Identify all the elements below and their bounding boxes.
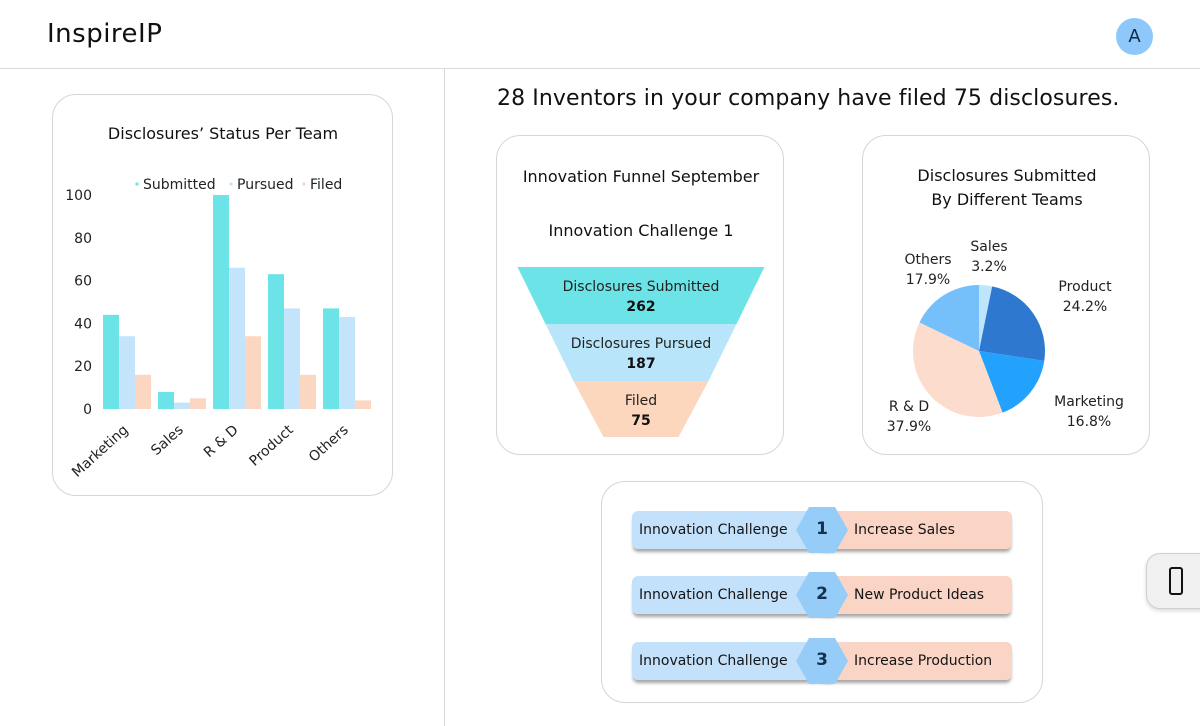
pie-slice-others xyxy=(919,285,979,351)
x-tick-label: Sales xyxy=(148,422,186,459)
bar-chart: Disclosures’ Status Per Team Submitted Pur… xyxy=(65,124,371,481)
pie-percent: 37.9% xyxy=(887,419,931,435)
challenge-number: 3 xyxy=(816,650,828,670)
bar-submitted xyxy=(268,274,284,409)
funnel-stage-3 xyxy=(573,381,709,437)
pie-slice-product xyxy=(979,286,1045,361)
vertical-divider xyxy=(444,69,445,726)
legend-label-pursued: Pursued xyxy=(237,177,294,193)
bar-submitted xyxy=(103,314,119,409)
pie-slice-r-d xyxy=(913,322,1003,418)
y-tick-label: 40 xyxy=(74,316,92,332)
challenge-row[interactable]: Innovation Challenge Increase Sales 1 xyxy=(632,507,1012,553)
pie-percent: 17.9% xyxy=(906,272,950,288)
bar-submitted xyxy=(213,195,229,409)
challenge-row[interactable]: Innovation Challenge Increase Production… xyxy=(632,638,1012,684)
funnel-title: Innovation Funnel September xyxy=(523,167,760,186)
bar-pursued xyxy=(174,402,190,409)
challenge-number: 1 xyxy=(816,519,828,539)
funnel-subtitle: Innovation Challenge 1 xyxy=(548,221,733,240)
y-tick-label: 100 xyxy=(65,188,92,204)
y-tick-label: 0 xyxy=(83,402,92,418)
x-tick-label: Marketing xyxy=(69,422,132,481)
page-headline: 28 Inventors in your company have filed … xyxy=(497,86,1120,111)
bar-pursued xyxy=(229,267,245,409)
pie-label: Sales xyxy=(970,239,1007,255)
pie-label: Marketing xyxy=(1054,394,1124,410)
challenge-right: New Product Ideas xyxy=(822,576,1012,614)
x-tick-label: Others xyxy=(306,422,352,465)
status-per-team-card: Disclosures’ Status Per Team Submitted Pur… xyxy=(52,94,393,496)
challenge-label: Innovation Challenge xyxy=(639,653,788,669)
pie-slice-sales xyxy=(979,285,993,351)
pie-label: R & D xyxy=(889,399,929,415)
pie-chart: Disclosures Submitted By Different Teams S… xyxy=(887,166,1124,435)
challenge-row[interactable]: Innovation Challenge New Product Ideas 2 xyxy=(632,572,1012,618)
bar-submitted xyxy=(158,391,174,409)
x-tick-label: R & D xyxy=(201,422,242,461)
bar-filed xyxy=(190,398,206,409)
pie-slice-marketing xyxy=(979,351,1045,413)
side-tab-button[interactable] xyxy=(1146,553,1200,609)
challenge-right: Increase Sales xyxy=(822,511,1012,549)
chart-title: Disclosures’ Status Per Team xyxy=(108,124,338,143)
innovation-funnel-card: Innovation Funnel September Innovation Ch… xyxy=(496,135,784,455)
user-avatar[interactable]: A xyxy=(1116,18,1153,55)
funnel-stage-label: Disclosures Submitted xyxy=(563,279,720,295)
phone-icon xyxy=(1169,567,1183,595)
challenge-goal: Increase Sales xyxy=(854,522,955,538)
pie-percent: 24.2% xyxy=(1063,299,1107,315)
legend-dot-filed xyxy=(302,182,306,186)
challenge-number-badge: 1 xyxy=(796,507,848,553)
funnel-stage-label: Disclosures Pursued xyxy=(571,336,712,352)
y-tick-label: 60 xyxy=(74,274,92,290)
funnel-stage-value: 187 xyxy=(626,356,655,372)
y-tick-label: 20 xyxy=(74,359,92,375)
challenge-number: 2 xyxy=(816,584,828,604)
legend-label-filed: Filed xyxy=(310,177,342,193)
bar-pursued xyxy=(284,308,300,409)
funnel-stage-1 xyxy=(517,267,765,324)
bar-filed xyxy=(135,374,151,409)
bar-pursued xyxy=(119,336,135,409)
funnel-chart: Innovation Funnel September Innovation Ch… xyxy=(517,167,765,437)
funnel-stage-value: 262 xyxy=(626,299,655,315)
challenge-right: Increase Production xyxy=(822,642,1012,680)
bar-filed xyxy=(300,374,316,409)
challenge-label: Innovation Challenge xyxy=(639,587,788,603)
pie-title: By Different Teams xyxy=(931,190,1082,209)
challenge-label: Innovation Challenge xyxy=(639,522,788,538)
challenge-number-badge: 2 xyxy=(796,572,848,618)
pie-percent: 16.8% xyxy=(1067,414,1111,430)
pie-percent: 3.2% xyxy=(971,259,1007,275)
legend-dot-pursued xyxy=(229,182,233,186)
teams-pie-card: Disclosures Submitted By Different Teams S… xyxy=(862,135,1150,455)
pie-label: Others xyxy=(904,252,951,268)
challenge-goal: Increase Production xyxy=(854,653,993,669)
y-tick-label: 80 xyxy=(74,231,92,247)
top-bar: InspireIP A xyxy=(0,0,1200,69)
bar-pursued xyxy=(339,316,355,409)
legend-label-submitted: Submitted xyxy=(143,177,216,193)
challenge-number-badge: 3 xyxy=(796,638,848,684)
bar-filed xyxy=(355,400,371,409)
funnel-stage-label: Filed xyxy=(625,393,657,409)
legend-dot-submitted xyxy=(135,182,139,186)
challenges-card: Innovation Challenge Increase Sales 1 In… xyxy=(601,481,1043,703)
funnel-stage-value: 75 xyxy=(631,413,650,429)
brand-logo[interactable]: InspireIP xyxy=(47,19,163,49)
pie-title: Disclosures Submitted xyxy=(917,166,1096,185)
bar-submitted xyxy=(323,308,339,409)
challenge-goal: New Product Ideas xyxy=(854,587,985,603)
x-tick-label: Product xyxy=(246,422,297,470)
funnel-stage-2 xyxy=(545,324,737,381)
bar-filed xyxy=(245,336,261,409)
pie-label: Product xyxy=(1058,279,1112,295)
